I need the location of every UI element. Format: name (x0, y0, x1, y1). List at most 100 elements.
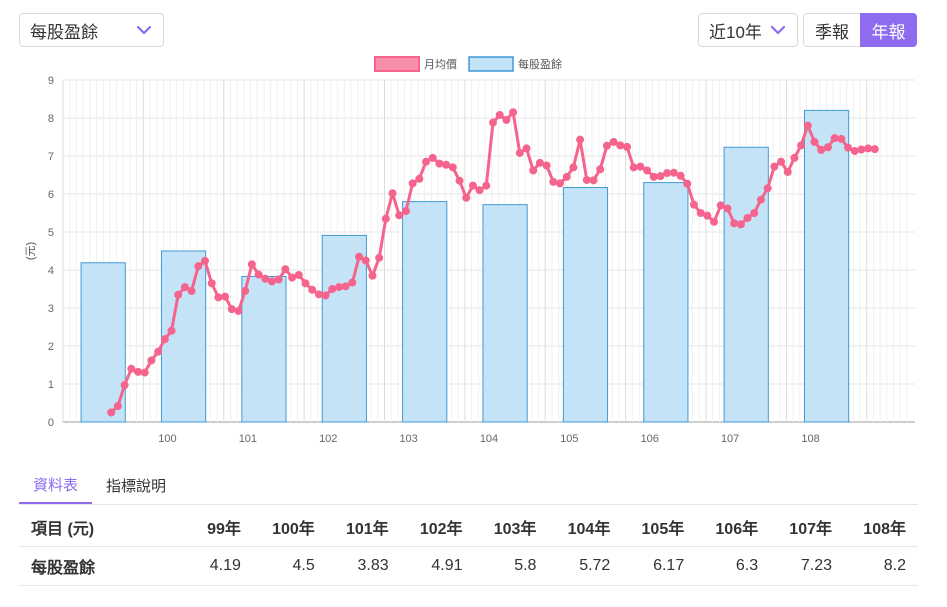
price-point (482, 181, 491, 190)
metric-select-value: 每股盈餘 (30, 22, 98, 42)
table-header-row: 項目 (元) 99年 100年 101年 102年 103年 104年 105年… (19, 508, 918, 547)
eps-value-cell: 5.8 (474, 546, 549, 586)
price-point (368, 271, 377, 280)
y-tick-label: 1 (48, 379, 54, 391)
eps-value-cell: 3.83 (326, 546, 401, 586)
eps-value-cell: 6.17 (622, 546, 697, 586)
price-point (214, 293, 223, 302)
price-point (636, 162, 645, 171)
price-point (582, 175, 591, 184)
year-header: 103年 (474, 508, 549, 547)
price-point (221, 292, 230, 301)
detail-tabs: 資料表 指標說明 (19, 466, 918, 505)
eps-value-cell: 5.72 (548, 546, 623, 586)
price-point (850, 147, 859, 156)
y-tick-label: 5 (48, 227, 54, 239)
price-point (643, 166, 652, 175)
eps-bar (321, 234, 367, 423)
price-point (267, 277, 276, 286)
price-point (174, 290, 183, 299)
price-point (341, 282, 350, 291)
price-point (408, 179, 417, 188)
price-point (361, 256, 370, 265)
table-header-label: 項目 (元) (19, 508, 183, 547)
y-tick-label: 6 (48, 189, 54, 201)
eps-bar (723, 146, 769, 423)
tab-indicator-description[interactable]: 指標說明 (106, 477, 167, 495)
eps-value-cell: 6.3 (696, 546, 771, 586)
price-point (683, 179, 692, 188)
price-point (348, 278, 357, 287)
annual-button[interactable]: 年報 (860, 13, 917, 47)
price-point (314, 290, 323, 299)
price-point (355, 252, 364, 261)
price-point (301, 279, 310, 288)
price-point (602, 141, 611, 150)
eps-value-cell: 4.91 (400, 546, 475, 586)
year-header: 100年 (252, 508, 327, 547)
price-point (777, 157, 786, 166)
y-tick-label: 3 (48, 303, 54, 315)
price-point (830, 134, 839, 143)
price-point (743, 213, 752, 222)
price-point (716, 201, 725, 210)
chevron-down-icon (135, 21, 153, 39)
tab-data-table[interactable]: 資料表 (19, 466, 93, 504)
price-point (167, 326, 176, 335)
price-point (569, 163, 578, 172)
price-point (489, 118, 498, 127)
metric-select[interactable]: 每股盈餘 (19, 13, 164, 47)
price-point (281, 265, 290, 274)
price-point (542, 161, 551, 170)
price-point (334, 283, 343, 292)
year-header: 105年 (622, 508, 697, 547)
price-point (187, 286, 196, 295)
year-header: 101年 (326, 508, 401, 547)
price-point (629, 163, 638, 172)
price-point (770, 162, 779, 171)
price-point (509, 108, 518, 117)
price-point (696, 209, 705, 217)
year-header: 107年 (770, 508, 844, 547)
x-tick-label: 100 (158, 433, 176, 445)
price-point (495, 110, 504, 119)
price-point (535, 158, 544, 167)
range-select[interactable]: 近10年 (698, 13, 798, 47)
price-point (502, 115, 511, 124)
price-point (395, 211, 404, 220)
eps-value-cell: 4.5 (252, 546, 327, 586)
price-point (515, 148, 524, 157)
quarterly-button[interactable]: 季報 (803, 13, 860, 47)
x-tick-label: 101 (239, 433, 257, 445)
price-point (864, 144, 873, 153)
year-header: 108年 (844, 508, 918, 547)
price-point (321, 291, 330, 300)
price-point (656, 172, 665, 181)
legend-eps-label: 每股盈餘 (518, 57, 562, 71)
y-tick-label: 2 (48, 341, 54, 353)
price-point (797, 141, 806, 150)
price-point (669, 168, 678, 177)
price-point (261, 274, 270, 283)
x-tick-label: 104 (480, 433, 498, 445)
price-point (589, 176, 598, 185)
price-point (522, 144, 531, 153)
year-header: 104年 (548, 508, 623, 547)
price-point (622, 142, 631, 151)
y-tick-label: 8 (48, 113, 54, 125)
eps-value-cell: 4.19 (191, 546, 253, 586)
price-point (140, 368, 149, 377)
price-point (556, 179, 564, 188)
price-point (576, 135, 585, 144)
price-point (609, 137, 618, 146)
y-tick-label: 7 (48, 151, 54, 163)
price-point (596, 165, 605, 174)
price-point (180, 283, 189, 292)
y-tick-label: 0 (48, 417, 54, 429)
price-point (308, 285, 317, 294)
price-point (549, 177, 558, 186)
period-toggle: 季報 年報 (803, 13, 917, 47)
price-point (375, 253, 384, 262)
price-point (844, 143, 853, 152)
price-point (616, 141, 625, 150)
